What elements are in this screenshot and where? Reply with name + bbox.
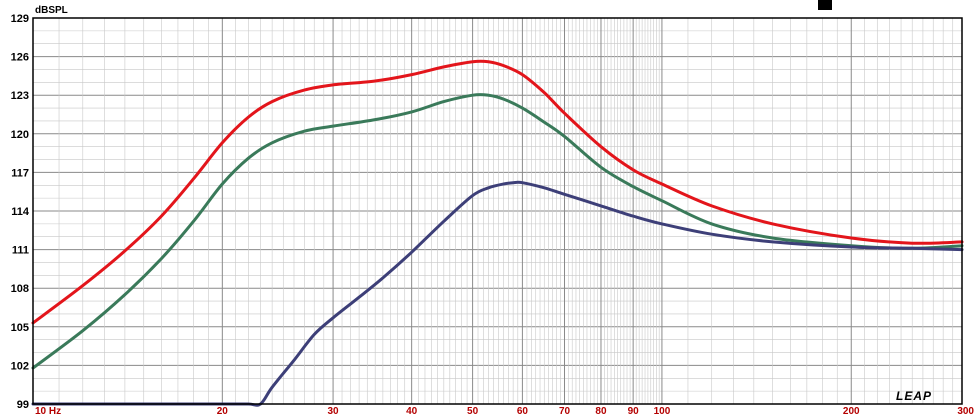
y-tick-label: 129 [11, 13, 29, 25]
x-tick-label: 300 [957, 406, 974, 415]
y-tick-label: 102 [11, 360, 29, 372]
x-tick-label: 60 [517, 406, 529, 415]
series-group [31, 59, 964, 407]
x-tick-label: 100 [654, 406, 671, 415]
cropped-title-fragment [818, 0, 832, 10]
grid [33, 18, 962, 404]
x-tick-label: 90 [628, 406, 640, 415]
y-tick-label: 126 [11, 52, 29, 64]
x-tick-label: 50 [467, 406, 479, 415]
y-tick-label: 111 [12, 245, 29, 257]
x-tick-label: 30 [328, 406, 340, 415]
y-tick-label: 114 [11, 206, 30, 218]
x-tick-label: 10 Hz [35, 406, 61, 415]
x-tick-label: 200 [843, 406, 860, 415]
y-tick-label: 123 [11, 90, 29, 102]
series-line-3 [31, 180, 964, 407]
y-tick-label: 99 [17, 399, 29, 411]
x-tick-label: 40 [406, 406, 418, 415]
leap-logo: LEAP [896, 389, 932, 403]
x-tick-label: 70 [559, 406, 571, 415]
y-tick-label: 117 [11, 167, 29, 179]
series-line-1 [31, 59, 964, 325]
y-tick-label: 120 [11, 129, 29, 141]
plot-frame [32, 17, 963, 405]
y-axis-label: dBSPL [35, 5, 68, 16]
x-tick-label: 20 [217, 406, 229, 415]
y-tick-label: 105 [11, 322, 29, 334]
x-tick-labels: 10 Hz 20 30 40 50 60 70 80 90 100 200 300 [35, 406, 974, 415]
y-tick-labels: 99 102 105 108 111 114 117 120 123 126 129 [11, 13, 30, 411]
y-tick-label: 108 [11, 283, 29, 295]
x-tick-label: 80 [595, 406, 607, 415]
series-line-2 [31, 93, 964, 370]
